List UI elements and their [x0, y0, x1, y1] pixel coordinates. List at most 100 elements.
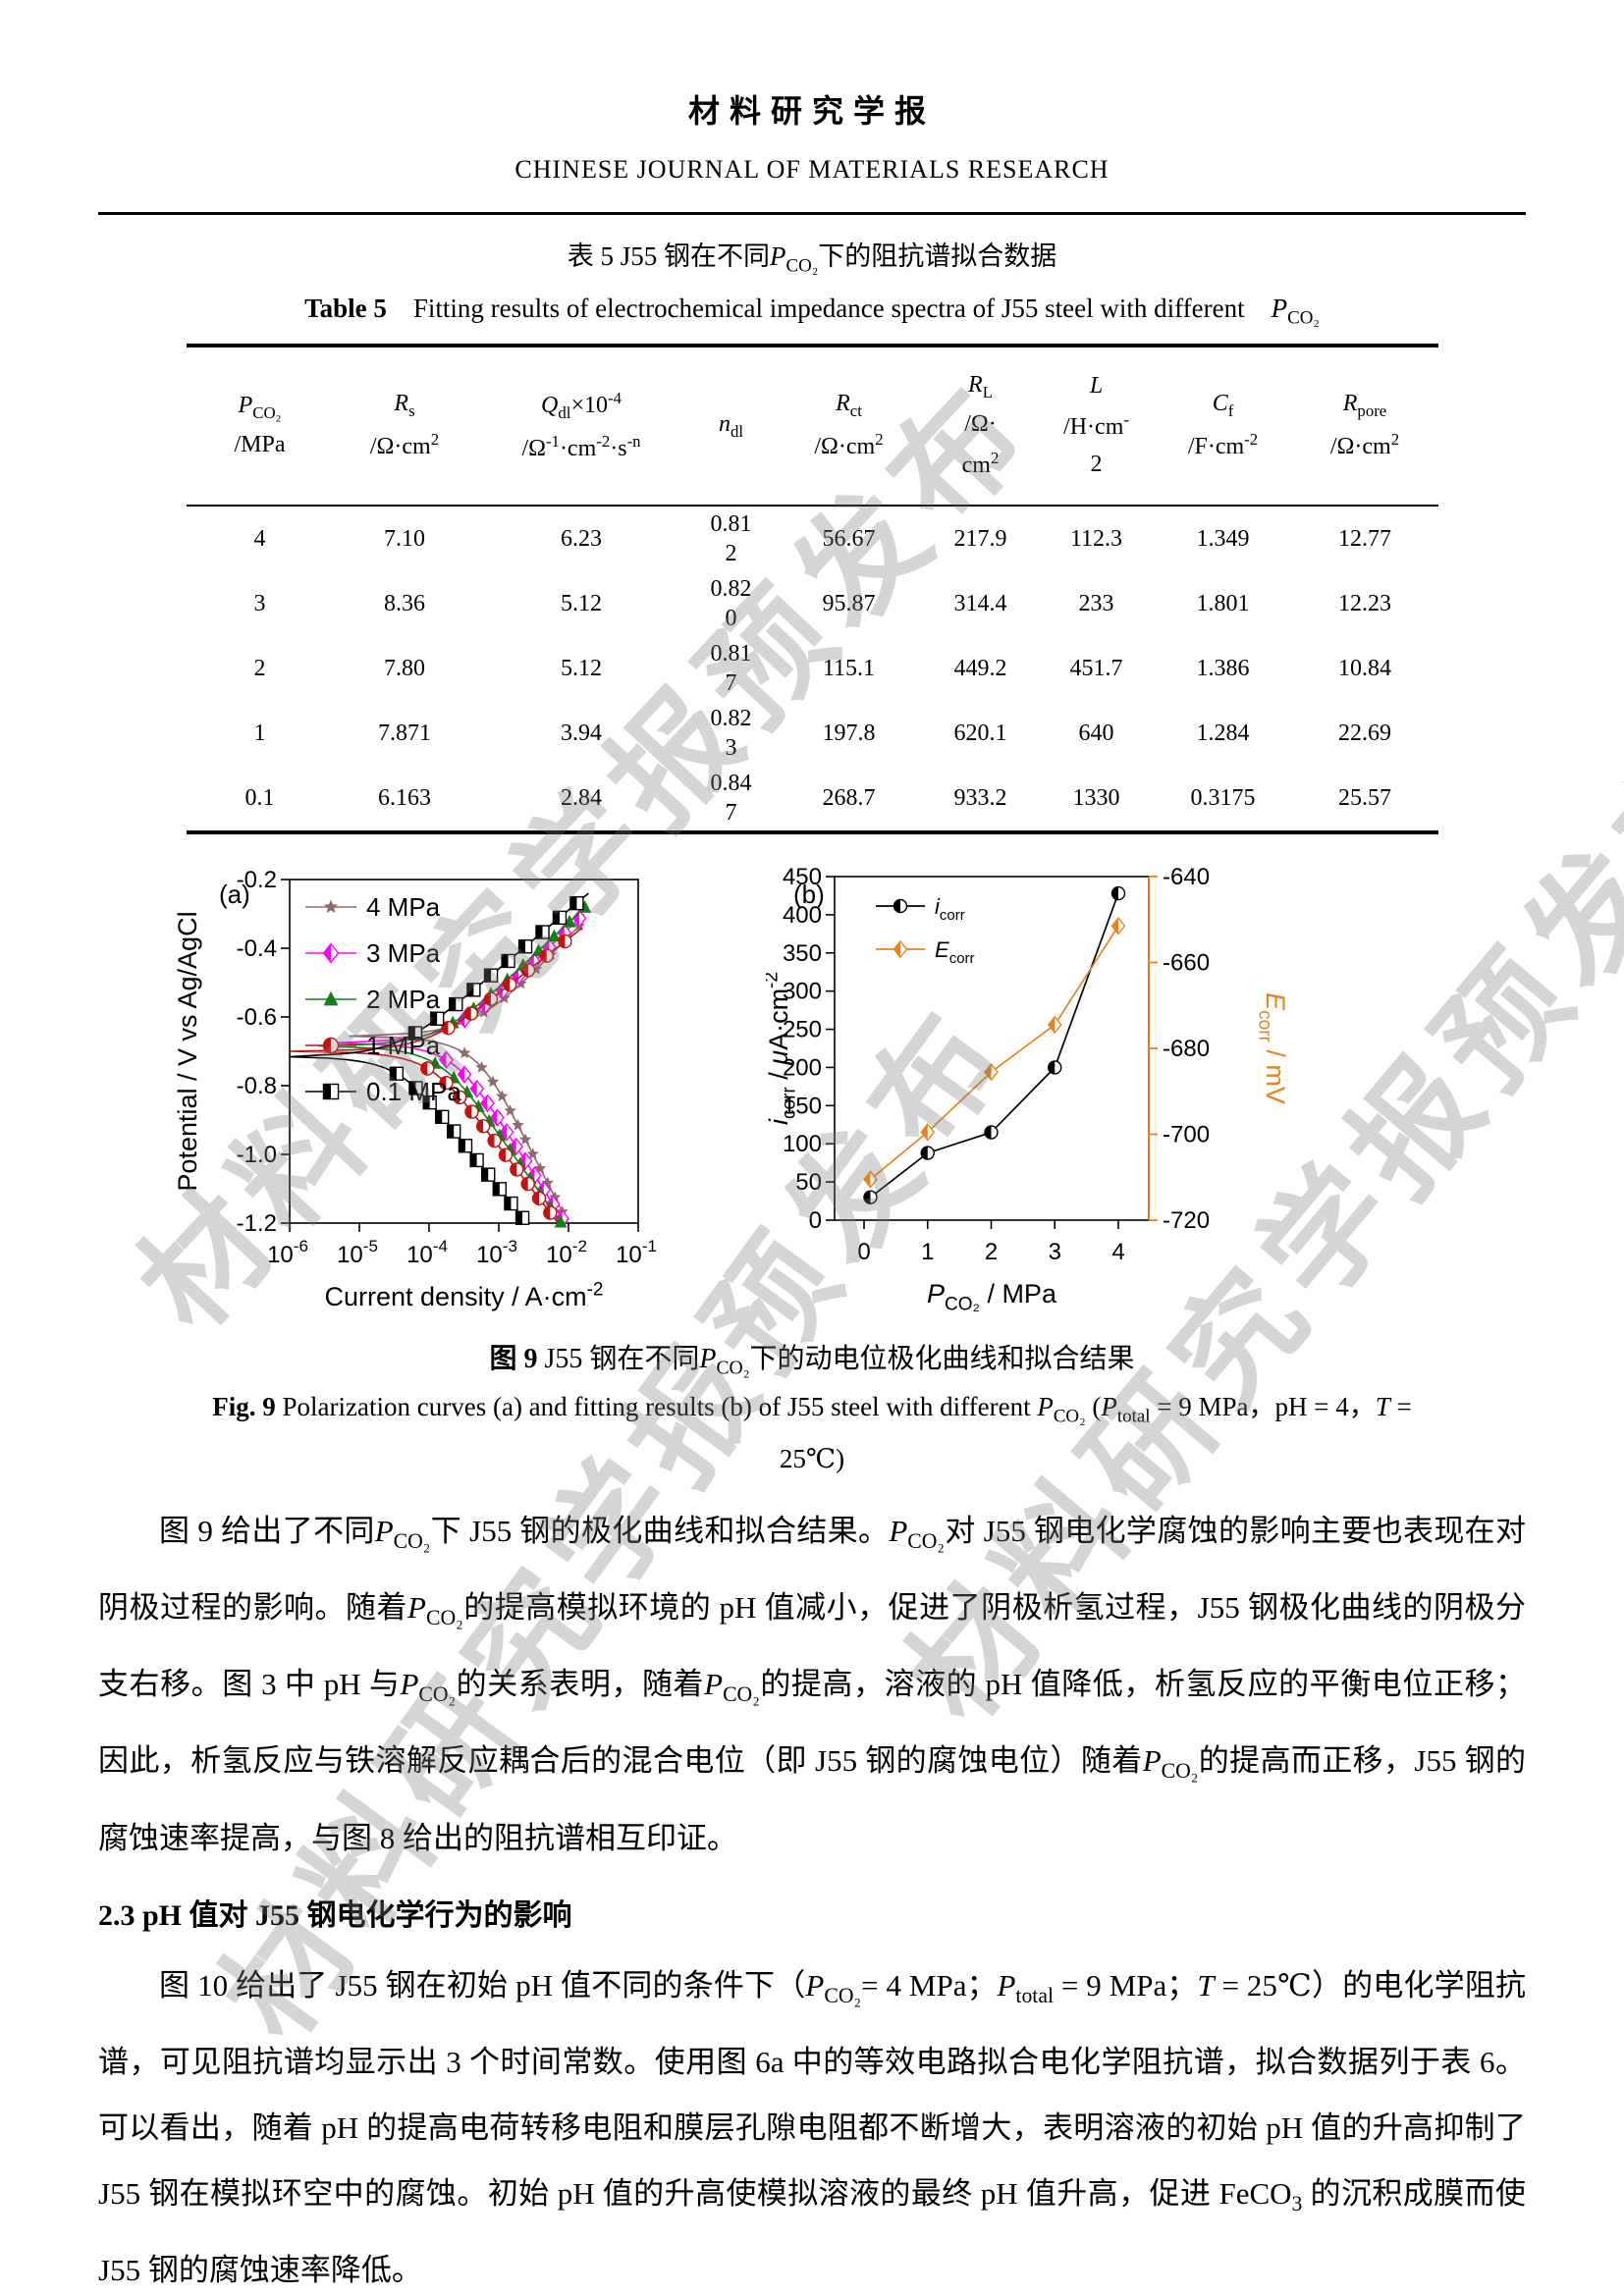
- table-row: 2 7.80 5.12 0.817 115.1 449.2 451.7 1.386 10.84: [187, 636, 1438, 701]
- svg-text:-0.6: -0.6: [237, 1004, 277, 1031]
- table5-body: 4 7.10 6.23 0.812 56.67 217.9 112.3 1.349 12.77 3…: [187, 506, 1438, 832]
- table-row: 4 7.10 6.23 0.812 56.67 217.9 112.3 1.349 12.77: [187, 506, 1438, 571]
- table-cell: 197.8: [822, 720, 876, 746]
- svg-text:icorr: icorr: [935, 894, 965, 924]
- svg-text:4 MPa: 4 MPa: [366, 892, 441, 922]
- table5-column-header: PCO₂/MPa: [234, 392, 286, 458]
- table-cell: 95.87: [822, 590, 876, 616]
- table-cell: 5.12: [561, 590, 602, 616]
- table-cell: 640: [1078, 720, 1114, 746]
- table-cell: 22.69: [1338, 720, 1391, 746]
- svg-text:450: 450: [783, 864, 822, 890]
- table5-header: PCO₂/MPa Rs/Ω·cm2 Qdl×10-4/Ω-1·cm-2·s-n ndl…: [186, 346, 1438, 506]
- table-cell: 0.812: [710, 510, 752, 566]
- table-cell: 0.1: [244, 784, 275, 811]
- svg-text:(b): (b): [793, 880, 825, 909]
- svg-text:3: 3: [1049, 1239, 1061, 1265]
- svg-text:-1.0: -1.0: [237, 1142, 277, 1168]
- table-cell: 0.823: [710, 705, 752, 761]
- svg-text:200: 200: [783, 1054, 822, 1081]
- table-cell: 112.3: [1069, 525, 1123, 552]
- svg-text:4: 4: [1111, 1239, 1124, 1265]
- svg-text:10-1: 10-1: [616, 1237, 657, 1268]
- svg-text:-720: -720: [1163, 1207, 1210, 1234]
- table-cell: 56.67: [822, 525, 876, 552]
- svg-text:-640: -640: [1163, 864, 1210, 890]
- svg-text:2 MPa: 2 MPa: [366, 985, 441, 1014]
- table-row: 0.1 6.163 2.84 0.847 268.7 933.2 1330 0.3175 25.…: [187, 766, 1438, 832]
- table5-column-header: Rct/Ω·cm2: [814, 390, 884, 460]
- svg-text:(a): (a): [219, 880, 250, 909]
- table-cell: 0.820: [710, 575, 752, 631]
- svg-text:-1.2: -1.2: [237, 1210, 277, 1237]
- svg-text:150: 150: [783, 1093, 822, 1119]
- table-cell: 233: [1078, 590, 1114, 616]
- table-row: 1 7.871 3.94 0.823 197.8 620.1 640 1.284 22.69: [187, 701, 1438, 766]
- svg-text:10-2: 10-2: [546, 1237, 587, 1268]
- table-cell: 4: [253, 525, 266, 552]
- table-cell: 314.4: [953, 590, 1007, 616]
- table-cell: 2: [253, 655, 266, 681]
- table5-column-header: RL/Ω· cm2: [961, 372, 1000, 478]
- svg-text:2: 2: [985, 1239, 998, 1265]
- table-cell: 451.7: [1069, 655, 1123, 681]
- table-cell: 3.94: [561, 720, 602, 746]
- table-cell: 12.23: [1338, 590, 1391, 616]
- table-row: 3 8.36 5.12 0.820 95.87 314.4 233 1.801 12.23: [187, 571, 1438, 636]
- table-cell: 5.12: [561, 655, 602, 681]
- table-cell: 1: [253, 720, 266, 746]
- svg-text:Current density / A·cm-2: Current density / A·cm-2: [325, 1279, 604, 1310]
- table-cell: 0.817: [710, 640, 752, 696]
- table-cell: 217.9: [953, 525, 1007, 552]
- svg-text:1: 1: [921, 1239, 934, 1265]
- table-cell: 1.284: [1196, 720, 1250, 746]
- table5-column-header: L/H·cm- 2: [1063, 373, 1129, 477]
- svg-text:3 MPa: 3 MPa: [366, 938, 441, 968]
- svg-text:Ecorr / mV: Ecorr / mV: [1254, 992, 1290, 1104]
- table-cell: 7.871: [378, 720, 431, 746]
- table5-caption-en: Table 5 Fitting results of electrochemic…: [304, 294, 1320, 329]
- table-cell: 115.1: [822, 655, 876, 681]
- svg-text:10-5: 10-5: [337, 1237, 378, 1268]
- table-cell: 933.2: [953, 784, 1007, 811]
- table5-column-header: Rs/Ω·cm2: [369, 390, 440, 460]
- svg-text:0.1 MPa: 0.1 MPa: [366, 1077, 461, 1106]
- table-cell: 10.84: [1338, 655, 1391, 681]
- svg-text:1 MPa: 1 MPa: [366, 1031, 441, 1060]
- svg-text:-0.2: -0.2: [237, 867, 277, 893]
- paragraph-2: 图 10 给出了 J55 钢在初始 pH 值不同的条件下（PCO₂= 4 MPa…: [98, 1967, 1527, 2288]
- svg-text:-680: -680: [1163, 1036, 1210, 1062]
- table-cell: 449.2: [953, 655, 1007, 681]
- table-cell: 8.36: [384, 590, 425, 616]
- svg-text:250: 250: [783, 1016, 822, 1042]
- svg-text:350: 350: [783, 940, 822, 967]
- table5-column-header: Qdl×10-4/Ω-1·cm-2·s-n: [521, 388, 641, 462]
- figure9-caption-en-line2: 25℃): [779, 1444, 845, 1474]
- table5-column-header: Cf/F·cm-2: [1187, 390, 1259, 460]
- svg-text:400: 400: [783, 902, 822, 929]
- table-cell: 7.10: [384, 525, 425, 552]
- table5: PCO₂/MPa Rs/Ω·cm2 Qdl×10-4/Ω-1·cm-2·s-n ndl…: [186, 343, 1438, 834]
- table-cell: 268.7: [822, 784, 876, 811]
- table-cell: 0.847: [710, 770, 752, 826]
- svg-text:icorr / μA·cm-2: icorr / μA·cm-2: [766, 972, 800, 1125]
- section-heading-2-3: 2.3 pH 值对 J55 钢电化学行为的影响: [98, 1898, 572, 1932]
- table5-header-row: PCO₂/MPa Rs/Ω·cm2 Qdl×10-4/Ω-1·cm-2·s-n ndl…: [186, 346, 1438, 506]
- svg-text:50: 50: [795, 1169, 822, 1196]
- figure9-plot-a: -0.2 -0.4 -0.6 -0.8 -1.0 -1.210-6 10-5 10-4 10-3…: [173, 867, 657, 1311]
- table-cell: 1.349: [1196, 525, 1250, 552]
- table-cell: 7.80: [384, 655, 425, 681]
- svg-text:-660: -660: [1163, 949, 1210, 976]
- journal-title-en: CHINESE JOURNAL OF MATERIALS RESEARCH: [514, 155, 1110, 184]
- table5-column-header: Rpore/Ω·cm2: [1329, 390, 1400, 460]
- table-cell: 1330: [1072, 784, 1120, 811]
- table-cell: 12.77: [1338, 525, 1391, 552]
- table-cell: 6.163: [378, 784, 431, 811]
- svg-text:300: 300: [783, 978, 822, 1004]
- table-cell: 1.386: [1196, 655, 1250, 681]
- table-cell: 1.801: [1196, 590, 1250, 616]
- table-cell: 3: [253, 590, 266, 616]
- svg-text:0: 0: [809, 1207, 822, 1234]
- figure9-caption-zh: 图 9 J55 钢在不同PCO₂下的动电位极化曲线和拟合结果: [489, 1343, 1135, 1379]
